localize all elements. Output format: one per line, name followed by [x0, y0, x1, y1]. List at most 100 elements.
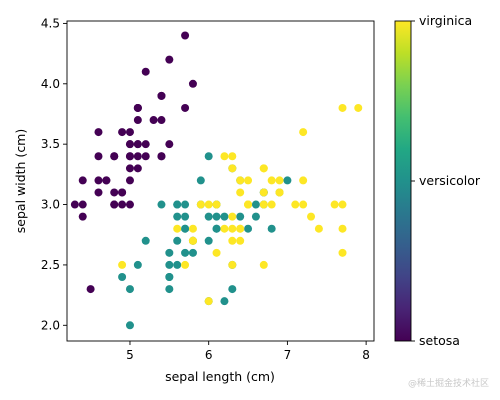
point-setosa-29: [102, 176, 111, 185]
point-virginica-25: [299, 176, 308, 185]
point-virginica-12: [267, 200, 276, 209]
point-setosa-24: [110, 152, 119, 161]
point-versicolor-29: [181, 248, 190, 257]
x-tick-label-6: 6: [205, 348, 213, 362]
point-versicolor-38: [173, 200, 182, 209]
point-virginica-10: [244, 176, 253, 185]
point-setosa-17: [133, 140, 142, 149]
point-setosa-32: [141, 67, 150, 76]
point-setosa-13: [70, 200, 79, 209]
colorbar: virginica versicolor setosa: [394, 13, 481, 348]
point-versicolor-25: [251, 200, 260, 209]
points-layer: [70, 31, 363, 330]
point-virginica-22: [338, 224, 347, 233]
point-virginica-17: [338, 103, 347, 112]
x-tick-label-5: 5: [126, 348, 134, 362]
point-setosa-25: [125, 200, 134, 209]
point-virginica-32: [236, 224, 245, 233]
point-versicolor-49: [181, 224, 190, 233]
point-versicolor-8: [251, 212, 260, 221]
point-setosa-33: [165, 55, 174, 64]
point-setosa-45: [110, 200, 119, 209]
point-virginica-45: [259, 200, 268, 209]
y-axis-label: sepal width (cm): [13, 129, 28, 233]
y-tick-label-3.5: 3.5: [41, 137, 60, 151]
colorbar-label-versicolor: versicolor: [419, 173, 481, 188]
point-setosa-30: [110, 188, 119, 197]
point-virginica-5: [330, 200, 339, 209]
point-setosa-34: [118, 188, 127, 197]
point-versicolor-9: [141, 236, 150, 245]
point-setosa-46: [133, 103, 142, 112]
point-versicolor-14: [173, 212, 182, 221]
point-virginica-11: [236, 236, 245, 245]
point-setosa-48: [149, 116, 158, 125]
point-versicolor-48: [133, 260, 142, 269]
point-versicolor-43: [125, 285, 134, 294]
point-virginica-21: [173, 224, 182, 233]
point-setosa-18: [181, 103, 190, 112]
point-virginica-35: [338, 200, 347, 209]
point-versicolor-3: [165, 285, 174, 294]
point-versicolor-10: [125, 321, 134, 330]
point-setosa-16: [157, 91, 166, 100]
point-setosa-38: [78, 200, 87, 209]
y-tick-label-2.5: 2.5: [41, 258, 60, 272]
point-virginica-29: [299, 200, 308, 209]
point-virginica-38: [204, 200, 213, 209]
point-virginica-41: [275, 188, 284, 197]
point-setosa-23: [133, 164, 142, 173]
watermark: @稀土掘金技术社区: [408, 377, 489, 389]
point-setosa-41: [86, 285, 95, 294]
point-virginica-48: [220, 152, 229, 161]
point-versicolor-18: [220, 297, 229, 306]
point-versicolor-19: [173, 260, 182, 269]
point-versicolor-37: [228, 285, 237, 294]
colorbar-gradient: [394, 20, 412, 342]
point-versicolor-44: [173, 236, 182, 245]
point-versicolor-28: [204, 212, 213, 221]
point-virginica-19: [204, 297, 213, 306]
point-setosa-22: [94, 128, 103, 137]
point-setosa-47: [94, 176, 103, 185]
point-versicolor-23: [212, 224, 221, 233]
point-versicolor-4: [244, 224, 253, 233]
point-setosa-49: [125, 164, 134, 173]
point-setosa-8: [78, 212, 87, 221]
colorbar-label-virginica: virginica: [419, 13, 472, 28]
point-virginica-13: [181, 260, 190, 269]
point-versicolor-24: [236, 212, 245, 221]
point-versicolor-31: [165, 273, 174, 281]
point-setosa-42: [78, 176, 87, 185]
point-versicolor-26: [267, 224, 276, 233]
y-axis: 2.0 2.5 3.0 3.5 4.0 4.5: [41, 16, 67, 332]
point-versicolor-45: [181, 200, 190, 209]
point-setosa-14: [188, 79, 197, 88]
point-virginica-37: [236, 188, 245, 197]
point-versicolor-7: [118, 273, 127, 281]
point-virginica-44: [259, 164, 268, 173]
point-setosa-6: [94, 152, 103, 161]
point-virginica-18: [338, 248, 347, 257]
point-virginica-46: [228, 260, 237, 269]
point-virginica-49: [196, 200, 205, 209]
point-virginica-7: [307, 212, 316, 221]
point-virginica-43: [267, 176, 276, 185]
point-virginica-47: [244, 200, 253, 209]
point-setosa-36: [165, 140, 174, 149]
point-versicolor-0: [283, 176, 292, 185]
point-setosa-10: [157, 116, 166, 125]
point-virginica-15: [236, 176, 245, 185]
point-virginica-30: [314, 224, 323, 233]
point-setosa-27: [141, 140, 150, 149]
point-versicolor-40: [165, 248, 174, 257]
y-tick-label-4: 4.0: [41, 77, 60, 91]
point-virginica-42: [188, 236, 197, 245]
point-setosa-31: [157, 152, 166, 161]
point-virginica-8: [259, 260, 268, 269]
point-virginica-40: [259, 188, 268, 197]
point-versicolor-39: [165, 260, 174, 269]
point-virginica-2: [291, 200, 300, 209]
point-virginica-36: [228, 152, 237, 161]
point-versicolor-34: [157, 200, 166, 209]
